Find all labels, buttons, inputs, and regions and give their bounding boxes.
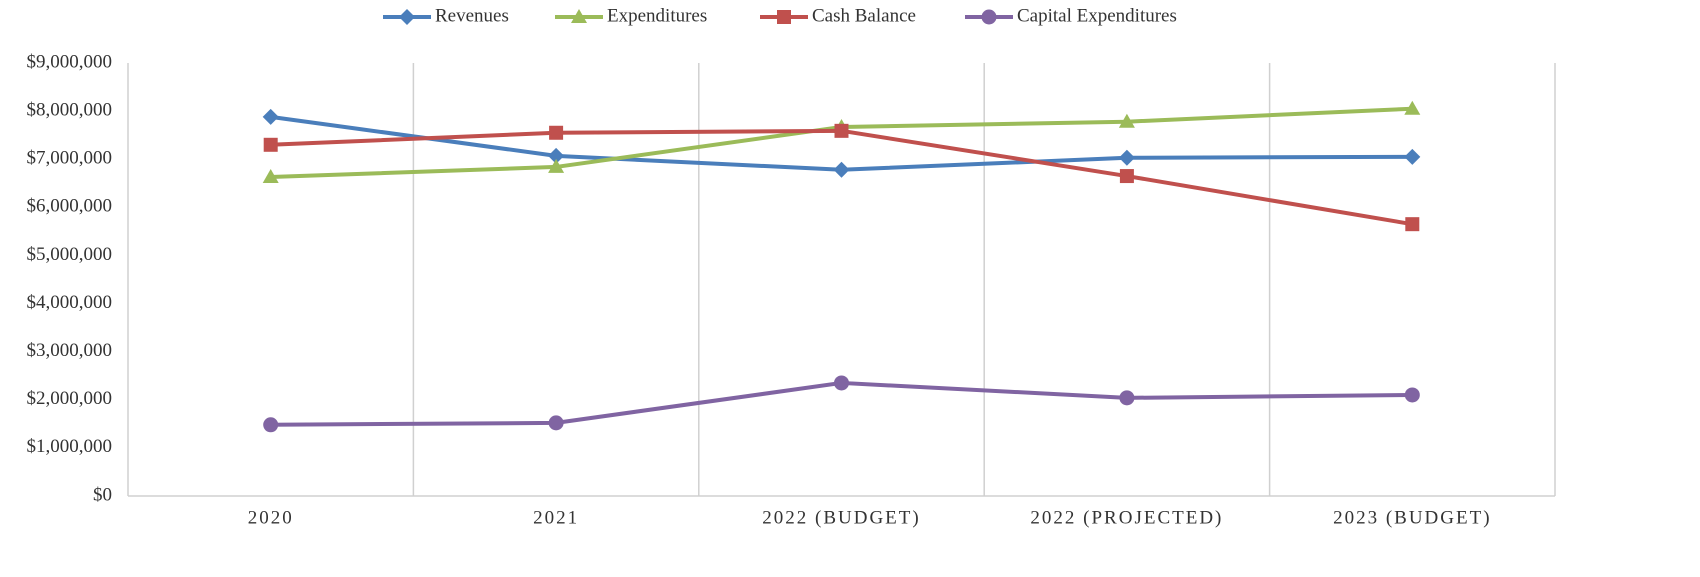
legend-item: Capital Expenditures (965, 5, 1177, 26)
legend-label: Cash Balance (812, 5, 916, 26)
legend-label: Capital Expenditures (1017, 5, 1177, 26)
legend-marker (399, 9, 415, 25)
data-point (834, 375, 849, 391)
y-tick-label: $6,000,000 (27, 196, 113, 217)
data-point (1118, 113, 1135, 128)
x-tick-label: 2023 (BUDGET) (1333, 507, 1491, 528)
x-tick-label: 2020 (248, 507, 294, 528)
data-point (1404, 148, 1421, 165)
legend-item: Expenditures (555, 5, 707, 26)
data-point (548, 415, 564, 431)
legend-marker (981, 9, 997, 25)
y-tick-label: $4,000,000 (27, 292, 113, 313)
data-point (262, 108, 279, 125)
y-tick-label: $0 (93, 484, 112, 505)
legend-marker (777, 10, 791, 24)
data-point (262, 169, 279, 184)
data-point (1404, 387, 1420, 403)
data-point (548, 158, 565, 173)
data-point (1118, 149, 1135, 166)
y-tick-label: $9,000,000 (27, 51, 113, 72)
x-tick-label: 2021 (533, 507, 579, 528)
data-point (834, 123, 849, 138)
y-tick-label: $2,000,000 (27, 388, 113, 409)
y-tick-label: $8,000,000 (27, 99, 113, 120)
data-point (1119, 169, 1134, 184)
y-tick-label: $7,000,000 (27, 148, 113, 169)
legend-marker (571, 9, 587, 23)
data-point (833, 161, 850, 178)
data-point (1404, 100, 1421, 115)
legend-label: Revenues (435, 5, 509, 26)
x-tick-label: 2022 (BUDGET) (762, 507, 920, 528)
data-point (1405, 217, 1420, 232)
data-point (263, 417, 279, 433)
data-point (548, 147, 565, 164)
y-tick-label: $3,000,000 (27, 340, 113, 361)
legend-label: Expenditures (607, 5, 707, 26)
data-point (1119, 390, 1135, 406)
data-point (263, 137, 278, 152)
data-point (549, 125, 564, 140)
y-tick-label: $1,000,000 (27, 436, 113, 457)
y-tick-label: $5,000,000 (27, 244, 113, 265)
legend-item: Revenues (383, 5, 509, 26)
x-tick-label: 2022 (PROJECTED) (1030, 507, 1223, 528)
legend-item: Cash Balance (760, 5, 916, 26)
